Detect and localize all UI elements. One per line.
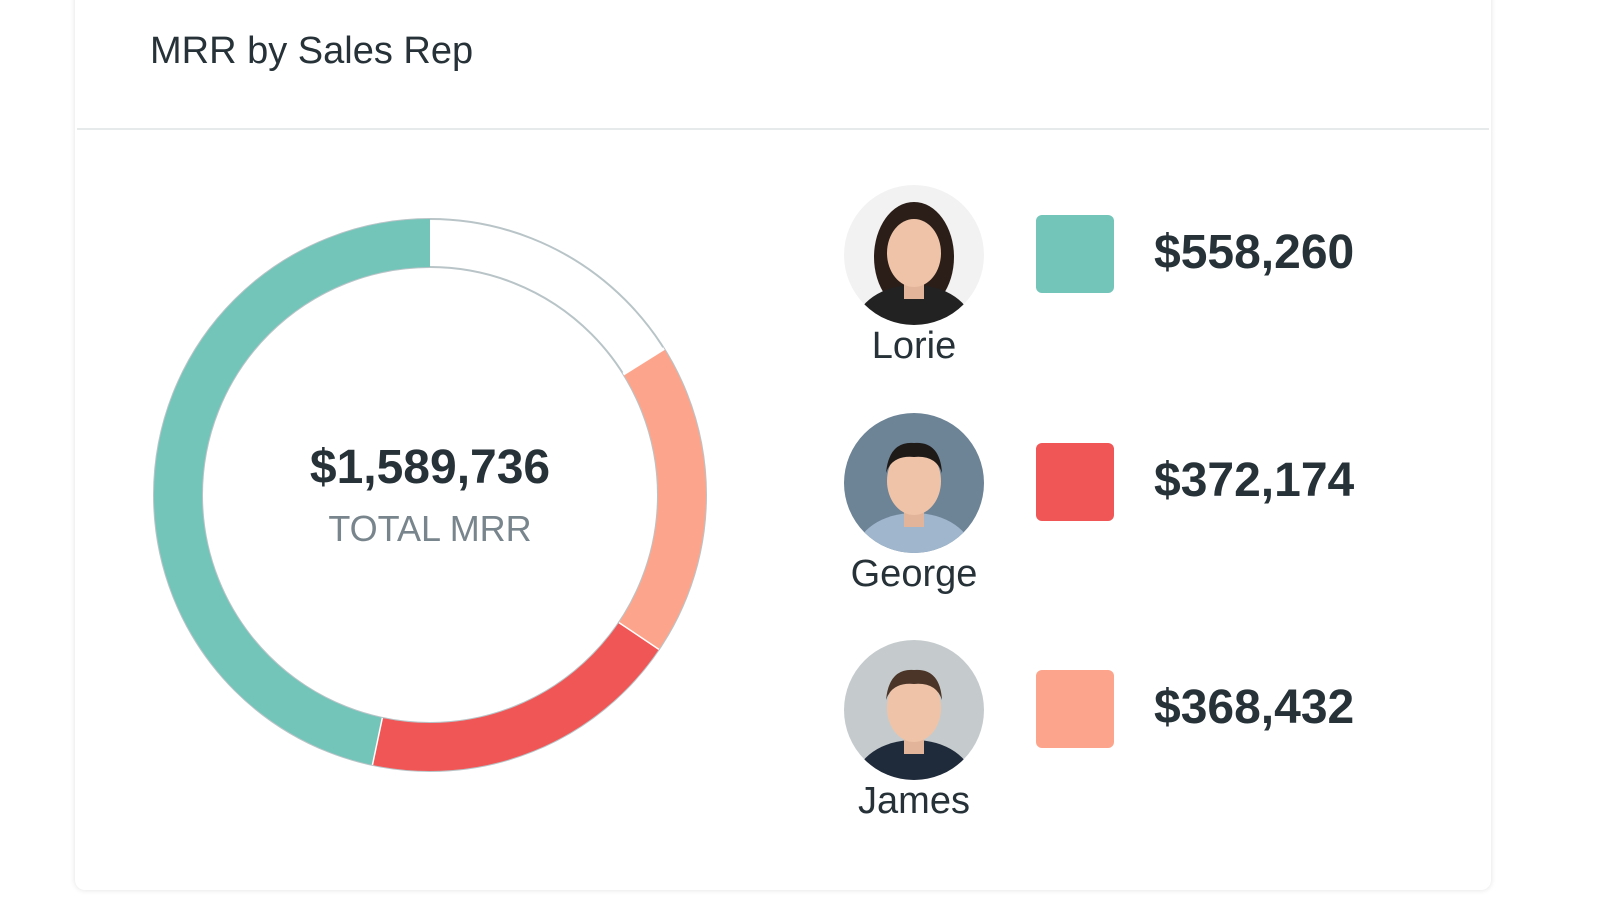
rep-mrr-value: $558,260 <box>1154 226 1355 279</box>
legend-item-lorie: Lorie $558,260 <box>820 185 1420 385</box>
legend-swatch <box>1036 215 1114 293</box>
total-mrr-label: TOTAL MRR <box>328 508 532 549</box>
ring-inner-outline <box>201 266 659 724</box>
rep-name: James <box>858 780 970 822</box>
legend-swatch <box>1036 443 1114 521</box>
legend-item-george: George $372,174 <box>820 413 1420 613</box>
rep-mrr-value: $372,174 <box>1154 454 1355 507</box>
card-title: MRR by Sales Rep <box>150 30 474 72</box>
donut-segment-george[interactable] <box>373 621 660 771</box>
woman-portrait-icon <box>856 202 972 325</box>
total-mrr-value: $1,589,736 <box>309 441 551 494</box>
legend-swatch <box>1036 670 1114 748</box>
man-portrait-icon <box>856 669 972 780</box>
rep-name: Lorie <box>871 325 957 367</box>
segment-separator <box>622 347 665 376</box>
donut-segment-james[interactable] <box>619 348 706 649</box>
legend-item-james: James $368,432 <box>820 640 1420 840</box>
rep-mrr-value: $368,432 <box>1154 681 1355 734</box>
divider <box>77 128 1489 130</box>
avatar-george <box>844 413 984 553</box>
avatar-james <box>844 640 984 780</box>
donut-segment-lorie[interactable] <box>154 219 431 766</box>
donut-chart <box>153 218 707 772</box>
rep-name: George <box>850 553 978 595</box>
man-portrait-icon <box>856 442 972 553</box>
segment-separator <box>618 620 661 650</box>
avatar-lorie <box>844 185 984 325</box>
